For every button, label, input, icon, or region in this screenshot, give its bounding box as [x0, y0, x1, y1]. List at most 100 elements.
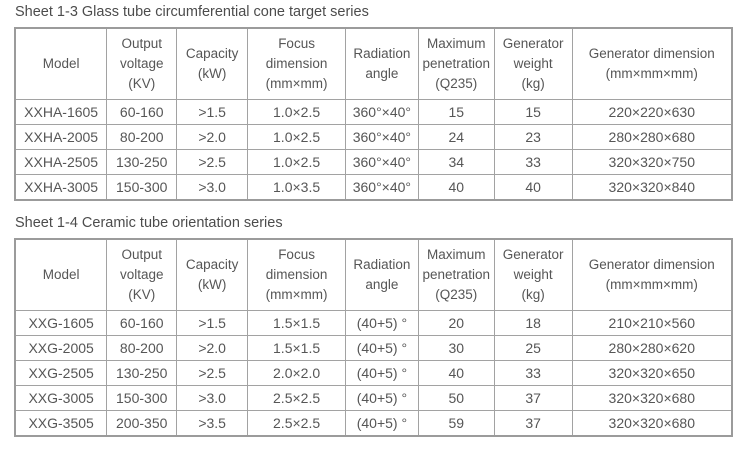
table-cell: 320×320×680: [571, 385, 733, 411]
table-cell: 24: [417, 124, 495, 150]
table-cell: (40+5) °: [345, 335, 419, 361]
column-header-focus-dimension: Focus dimension (mm×mm): [247, 27, 346, 100]
table-cell: 40: [417, 174, 495, 201]
table-cell: 50: [417, 385, 495, 411]
table-cell: XXG-3505: [14, 410, 108, 437]
table-cell: (40+5) °: [345, 310, 419, 336]
table-cell: 33: [493, 149, 573, 175]
table-cell: >3.0: [176, 385, 249, 411]
table-cell: 15: [493, 99, 573, 125]
table-cell: 1.5×1.5: [247, 310, 346, 336]
table-cell: 59: [417, 410, 495, 437]
table-cell: 360°×40°: [345, 174, 419, 201]
table-cell: XXG-2505: [14, 360, 108, 386]
table-cell: 280×280×620: [571, 335, 733, 361]
table-cell: 150-300: [106, 385, 178, 411]
table-cell: 1.0×3.5: [247, 174, 346, 201]
table-cell: 320×320×680: [571, 410, 733, 437]
column-header-radiation-angle: Radiation angle: [345, 27, 419, 100]
table-cell: 34: [417, 149, 495, 175]
table-cell: 2.5×2.5: [247, 385, 346, 411]
table-cell: 60-160: [106, 310, 178, 336]
table-cell: 80-200: [106, 335, 178, 361]
table-cell: >1.5: [176, 310, 249, 336]
table-cell: >2.0: [176, 335, 249, 361]
table-cell: 130-250: [106, 149, 178, 175]
table-cell: 37: [493, 385, 573, 411]
table-row: XXG-3005 150-300 >3.0 2.5×2.5 (40+5) ° 50 37 32…: [14, 385, 733, 411]
sheet-1-3-title: Sheet 1-3 Glass tube circumferential con…: [15, 4, 369, 20]
table-cell: >2.0: [176, 124, 249, 150]
table-cell: XXHA-3005: [14, 174, 108, 201]
table-row: XXHA-1605 60-160 >1.5 1.0×2.5 360°×40° 15 15 22…: [14, 99, 733, 125]
sheet-1-4-title: Sheet 1-4 Ceramic tube orientation serie…: [15, 215, 283, 231]
table-cell: 20: [417, 310, 495, 336]
column-header-focus-dimension: Focus dimension (mm×mm): [247, 238, 346, 311]
table-cell: 15: [417, 99, 495, 125]
table-cell: 1.0×2.5: [247, 124, 346, 150]
table-header-row: Model Output voltage (KV) Capacity (kW) …: [14, 27, 733, 100]
column-header-output-voltage: Output voltage (KV): [106, 238, 178, 311]
table-cell: 25: [493, 335, 573, 361]
table-cell: 1.5×1.5: [247, 335, 346, 361]
column-header-generator-weight: Generator weight (kg): [493, 238, 573, 311]
table-row: XXHA-2505 130-250 >2.5 1.0×2.5 360°×40° 34 33 3…: [14, 149, 733, 175]
ceramic-tube-series-section: Sheet 1-4 Ceramic tube orientation serie…: [14, 214, 735, 437]
table-cell: >3.0: [176, 174, 249, 201]
glass-tube-series-section: Sheet 1-3 Glass tube circumferential con…: [14, 3, 735, 201]
table-row: XXG-2005 80-200 >2.0 1.5×1.5 (40+5) ° 30 25 280…: [14, 335, 733, 361]
table-row: XXHA-3005 150-300 >3.0 1.0×3.5 360°×40° 40 40 3…: [14, 174, 733, 201]
column-header-model: Model: [14, 27, 108, 100]
table-cell: >2.5: [176, 149, 249, 175]
table-cell: >3.5: [176, 410, 249, 437]
table-cell: 150-300: [106, 174, 178, 201]
table-cell: 1.0×2.5: [247, 99, 346, 125]
column-header-model: Model: [14, 238, 108, 311]
table-cell: 280×280×680: [571, 124, 733, 150]
table-cell: XXG-1605: [14, 310, 108, 336]
column-header-capacity: Capacity (kW): [176, 238, 249, 311]
table-header-row: Model Output voltage (KV) Capacity (kW) …: [14, 238, 733, 311]
table-row: XXG-1605 60-160 >1.5 1.5×1.5 (40+5) ° 20 18 210…: [14, 310, 733, 336]
table-row: XXG-3505 200-350 >3.5 2.5×2.5 (40+5) ° 59 37 32…: [14, 410, 733, 437]
table-cell: 80-200: [106, 124, 178, 150]
ceramic-tube-table-body: XXG-1605 60-160 >1.5 1.5×1.5 (40+5) ° 20 18 210…: [14, 310, 733, 437]
column-header-radiation-angle: Radiation angle: [345, 238, 419, 311]
table-row: XXHA-2005 80-200 >2.0 1.0×2.5 360°×40° 24 23 28…: [14, 124, 733, 150]
table-cell: >2.5: [176, 360, 249, 386]
glass-tube-table-body: XXHA-1605 60-160 >1.5 1.0×2.5 360°×40° 15 15 22…: [14, 99, 733, 201]
table-cell: 320×320×750: [571, 149, 733, 175]
column-header-generator-dimension: Generator dimension (mm×mm×mm): [571, 27, 733, 100]
table-cell: >1.5: [176, 99, 249, 125]
table-cell: 200-350: [106, 410, 178, 437]
table-cell: 360°×40°: [345, 149, 419, 175]
table-cell: 320×320×650: [571, 360, 733, 386]
column-header-generator-weight: Generator weight (kg): [493, 27, 573, 100]
table-cell: 18: [493, 310, 573, 336]
table-cell: 2.5×2.5: [247, 410, 346, 437]
table-cell: XXHA-1605: [14, 99, 108, 125]
table-cell: 30: [417, 335, 495, 361]
table-cell: 360°×40°: [345, 99, 419, 125]
table-cell: 23: [493, 124, 573, 150]
table-cell: XXHA-2005: [14, 124, 108, 150]
table-cell: 360°×40°: [345, 124, 419, 150]
table-cell: 130-250: [106, 360, 178, 386]
table-row: XXG-2505 130-250 >2.5 2.0×2.0 (40+5) ° 40 33 32…: [14, 360, 733, 386]
ceramic-tube-spec-table: Model Output voltage (KV) Capacity (kW) …: [14, 238, 733, 437]
table-cell: 2.0×2.0: [247, 360, 346, 386]
table-cell: XXG-3005: [14, 385, 108, 411]
table-cell: 60-160: [106, 99, 178, 125]
table-cell: 40: [493, 174, 573, 201]
table-cell: 37: [493, 410, 573, 437]
table-cell: (40+5) °: [345, 385, 419, 411]
table-cell: (40+5) °: [345, 360, 419, 386]
column-header-capacity: Capacity (kW): [176, 27, 249, 100]
table-cell: 210×210×560: [571, 310, 733, 336]
table-cell: 33: [493, 360, 573, 386]
table-cell: 40: [417, 360, 495, 386]
table-cell: 1.0×2.5: [247, 149, 346, 175]
column-header-maximum-penetration: Maximum penetration (Q235): [417, 238, 495, 311]
table-cell: (40+5) °: [345, 410, 419, 437]
